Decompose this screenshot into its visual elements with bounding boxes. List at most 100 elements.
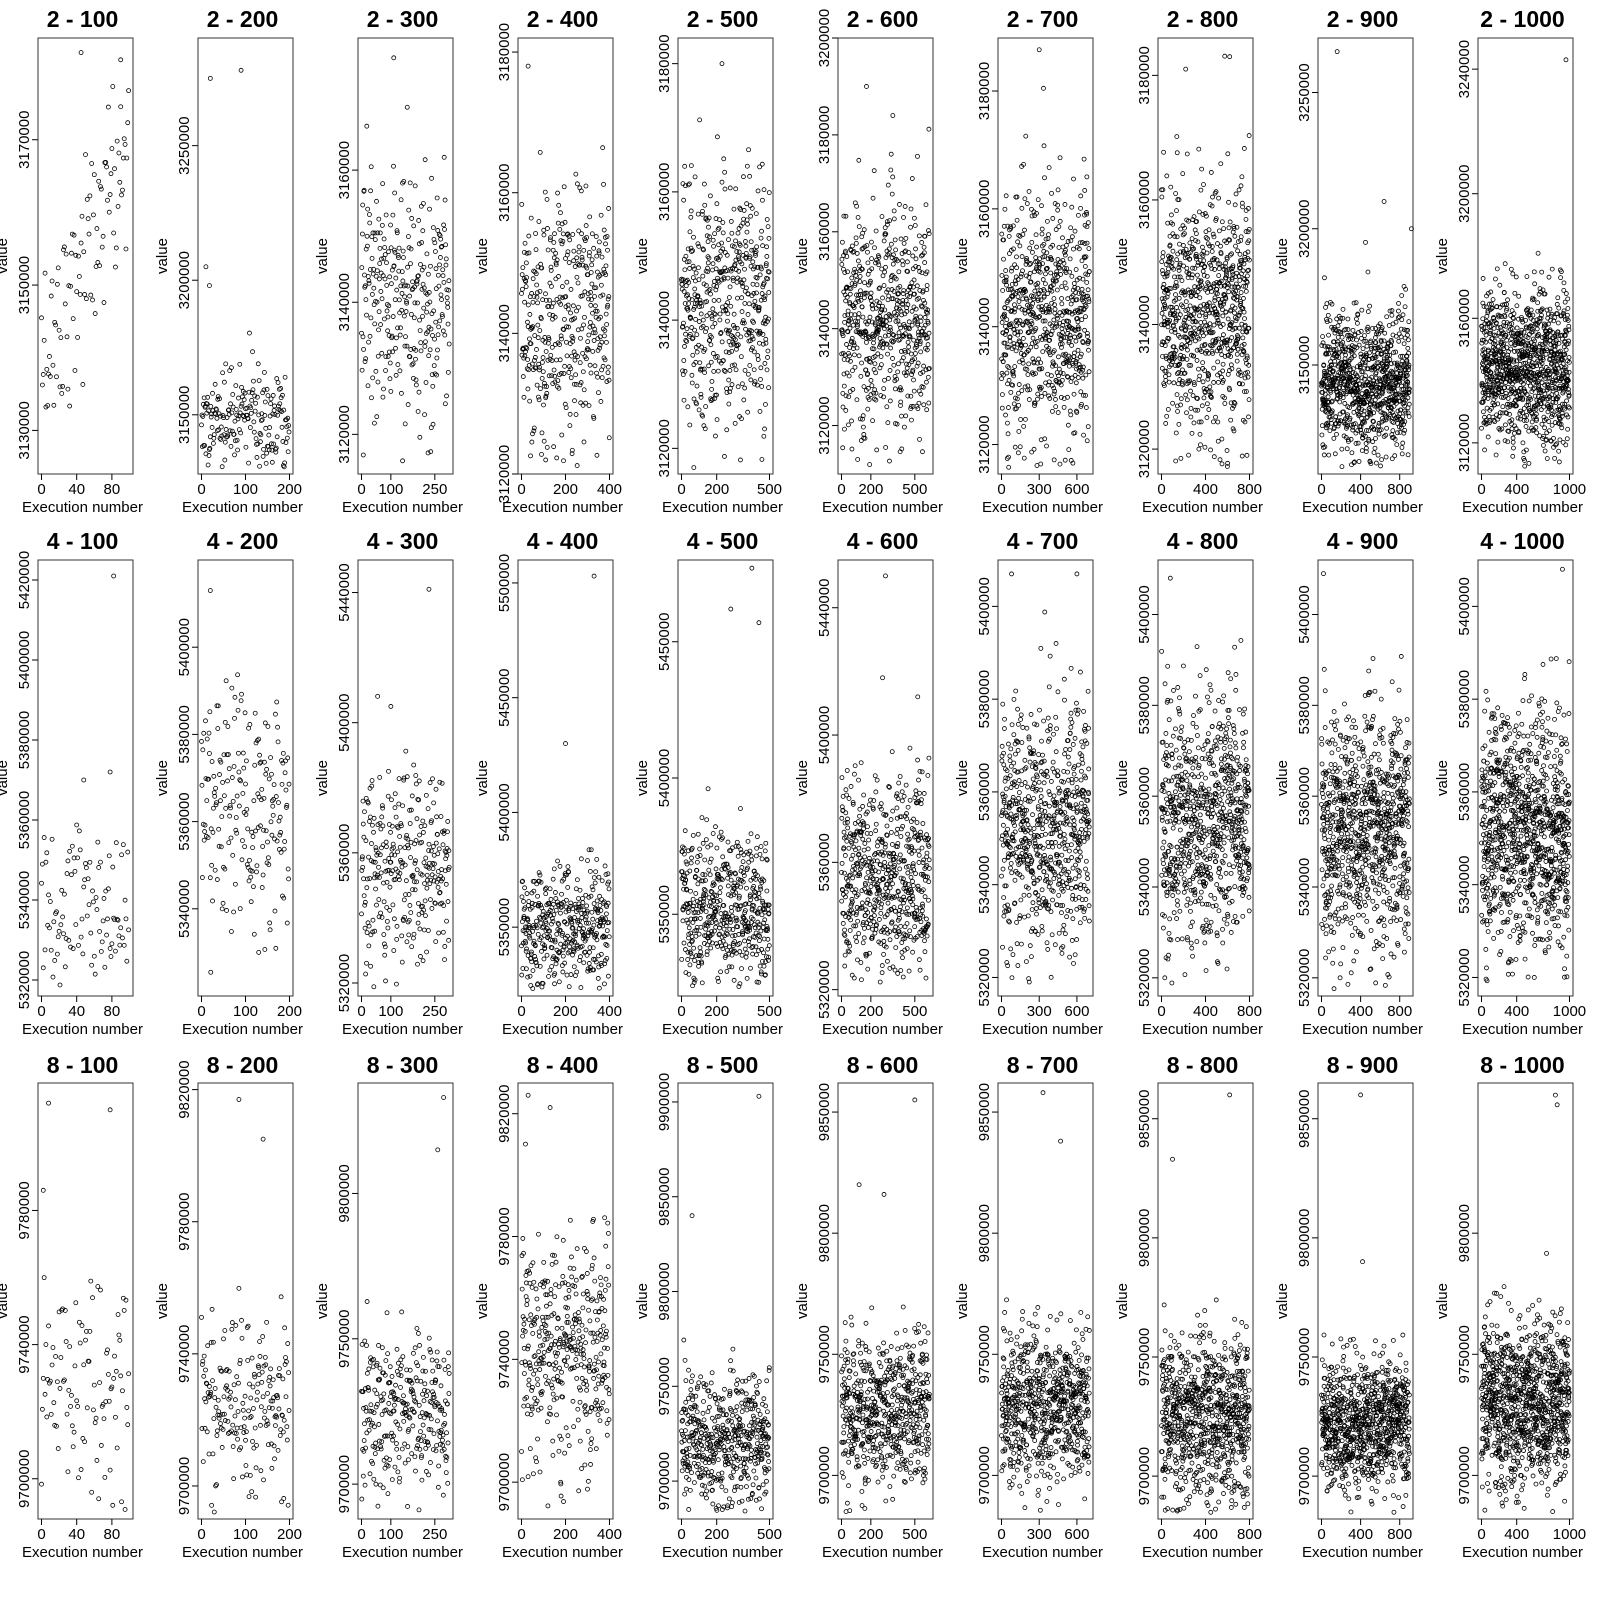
data-point (282, 460, 288, 466)
data-point (1224, 448, 1230, 453)
data-point (732, 261, 738, 267)
data-point (586, 253, 592, 259)
data-point (367, 333, 373, 339)
data-point (757, 330, 763, 336)
data-point (859, 360, 865, 366)
data-point (690, 352, 696, 358)
data-point (96, 178, 102, 184)
data-point (397, 368, 403, 374)
data-point (680, 324, 686, 329)
data-point (1058, 272, 1063, 277)
data-point (602, 357, 608, 363)
data-point (1173, 458, 1179, 464)
data-point (402, 421, 408, 427)
data-point (402, 294, 408, 300)
data-point (1168, 184, 1174, 190)
data-point (427, 299, 433, 305)
data-point (888, 241, 894, 247)
data-point (1233, 191, 1239, 197)
data-points (199, 67, 292, 470)
data-point (685, 305, 691, 311)
data-point (240, 413, 246, 418)
data-point (565, 249, 571, 255)
data-point (555, 220, 561, 226)
data-point (694, 300, 700, 306)
data-point (752, 264, 758, 270)
data-point (756, 305, 762, 310)
data-point (428, 263, 433, 269)
data-point (442, 332, 448, 338)
data-point (120, 187, 125, 193)
data-point (51, 402, 57, 408)
data-point (703, 283, 709, 288)
data-point (1227, 219, 1233, 225)
data-point (1200, 379, 1206, 385)
panel-title: 2 - 400 (527, 6, 599, 32)
data-point (1174, 392, 1180, 397)
data-point (682, 368, 688, 374)
data-point (39, 315, 44, 321)
data-point (1042, 390, 1048, 396)
data-point (746, 301, 752, 307)
data-point (901, 240, 907, 246)
data-point (535, 322, 541, 328)
data-point (725, 300, 731, 306)
data-point (91, 172, 97, 178)
data-point (1033, 232, 1039, 238)
data-point (1059, 296, 1064, 301)
data-point (843, 408, 849, 413)
data-point (739, 261, 745, 267)
data-point (587, 250, 592, 255)
data-point (542, 189, 548, 195)
data-point (694, 297, 700, 303)
data-point (1243, 288, 1249, 294)
data-point (525, 302, 531, 308)
data-point (592, 294, 597, 299)
data-point (917, 436, 922, 442)
data-point (1067, 408, 1073, 414)
data-point (852, 352, 857, 358)
data-point (274, 434, 280, 440)
outlier-point (1322, 275, 1327, 281)
data-point (385, 314, 391, 320)
data-point (915, 153, 920, 159)
data-point (686, 296, 692, 301)
data-point (697, 117, 703, 123)
data-point (1054, 269, 1060, 275)
data-point (1339, 464, 1345, 470)
data-point (712, 279, 717, 284)
data-point (880, 295, 885, 301)
data-point (1243, 257, 1248, 263)
panel-title: 2 - 700 (1007, 6, 1079, 32)
data-point (527, 336, 532, 342)
data-point (219, 464, 225, 470)
data-point (417, 328, 423, 334)
data-point (755, 353, 761, 358)
data-point (722, 454, 727, 459)
data-point (1072, 228, 1078, 234)
data-point (88, 292, 94, 298)
data-point (383, 368, 388, 373)
data-point (733, 257, 739, 263)
data-point (213, 411, 218, 417)
data-point (925, 374, 931, 380)
data-point (696, 265, 701, 271)
data-point (435, 272, 441, 278)
data-point (890, 261, 896, 267)
data-point (585, 346, 590, 351)
data-point (878, 354, 884, 360)
data-point (373, 368, 379, 374)
y-tick-label: 3200000 (816, 9, 833, 67)
data-point (442, 197, 448, 203)
data-point (1232, 202, 1238, 208)
data-point (591, 338, 597, 343)
data-point (1004, 317, 1010, 323)
data-point (1325, 312, 1331, 318)
data-point (754, 244, 760, 250)
data-point (202, 443, 207, 448)
data-point (1184, 265, 1190, 271)
data-point (596, 390, 601, 396)
data-point (537, 328, 543, 333)
data-point (594, 452, 600, 458)
data-point (246, 389, 252, 395)
